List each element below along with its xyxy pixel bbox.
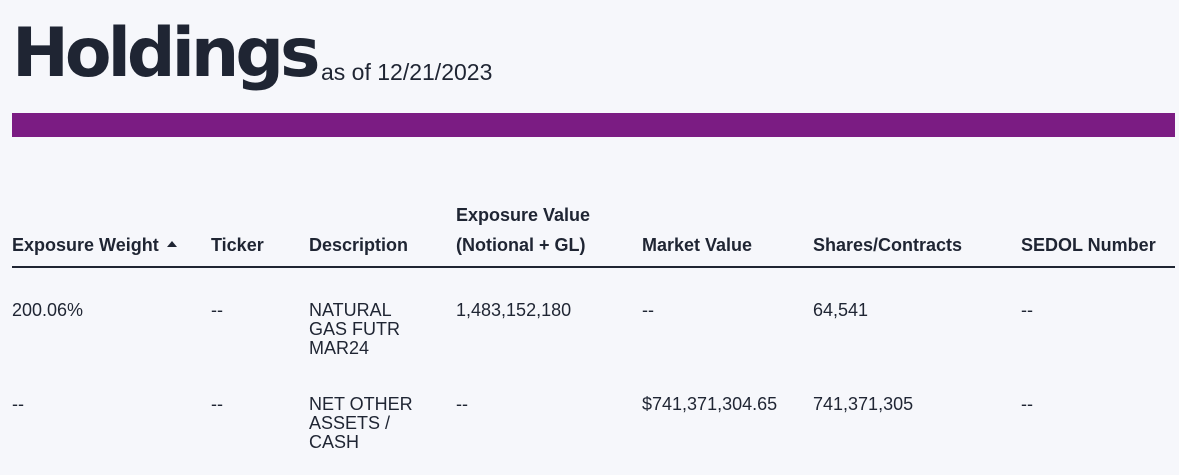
cell-shares-contracts: 741,371,305 xyxy=(813,394,914,414)
cell-sedol: -- xyxy=(1021,300,1033,320)
column-header-market-value[interactable]: Market Value xyxy=(642,200,813,268)
cell-market-value: $741,371,304.65 xyxy=(642,394,778,414)
sort-ascending-icon[interactable] xyxy=(166,241,177,248)
column-header-exposure-weight[interactable]: Exposure Weight xyxy=(12,200,211,268)
cell-exposure-weight: -- xyxy=(12,394,24,414)
holdings-table: Exposure Weight Ticker Description Expos… xyxy=(12,200,1175,452)
page-title: Holdings xyxy=(12,14,320,93)
table-row: -- -- NET OTHER ASSETS / CASH -- $741,37… xyxy=(12,364,1175,452)
cell-ticker: -- xyxy=(211,394,223,414)
column-header-sedol-number[interactable]: SEDOL Number xyxy=(1021,200,1175,268)
as-of-date: as of 12/21/2023 xyxy=(321,59,493,85)
column-header-exposure-value[interactable]: Exposure Value (Notional + GL) xyxy=(456,200,642,268)
table-header-row: Exposure Weight Ticker Description Expos… xyxy=(12,200,1175,268)
column-header-description[interactable]: Description xyxy=(309,200,456,268)
cell-exposure-weight: 200.06% xyxy=(12,300,84,320)
column-header-shares-contracts[interactable]: Shares/Contracts xyxy=(813,200,1021,268)
cell-description: NET OTHER ASSETS / CASH xyxy=(309,394,413,452)
cell-description: NATURAL GAS FUTR MAR24 xyxy=(309,300,401,358)
cell-shares-contracts: 64,541 xyxy=(813,300,869,320)
cell-exposure-value: 1,483,152,180 xyxy=(456,300,572,320)
cell-sedol: -- xyxy=(1021,394,1033,414)
table-row: 200.06% -- NATURAL GAS FUTR MAR24 1,483,… xyxy=(12,267,1175,364)
column-header-ticker[interactable]: Ticker xyxy=(211,200,309,268)
cell-market-value: -- xyxy=(642,300,654,320)
accent-bar xyxy=(12,113,1175,137)
cell-ticker: -- xyxy=(211,300,223,320)
cell-exposure-value: -- xyxy=(456,394,468,414)
